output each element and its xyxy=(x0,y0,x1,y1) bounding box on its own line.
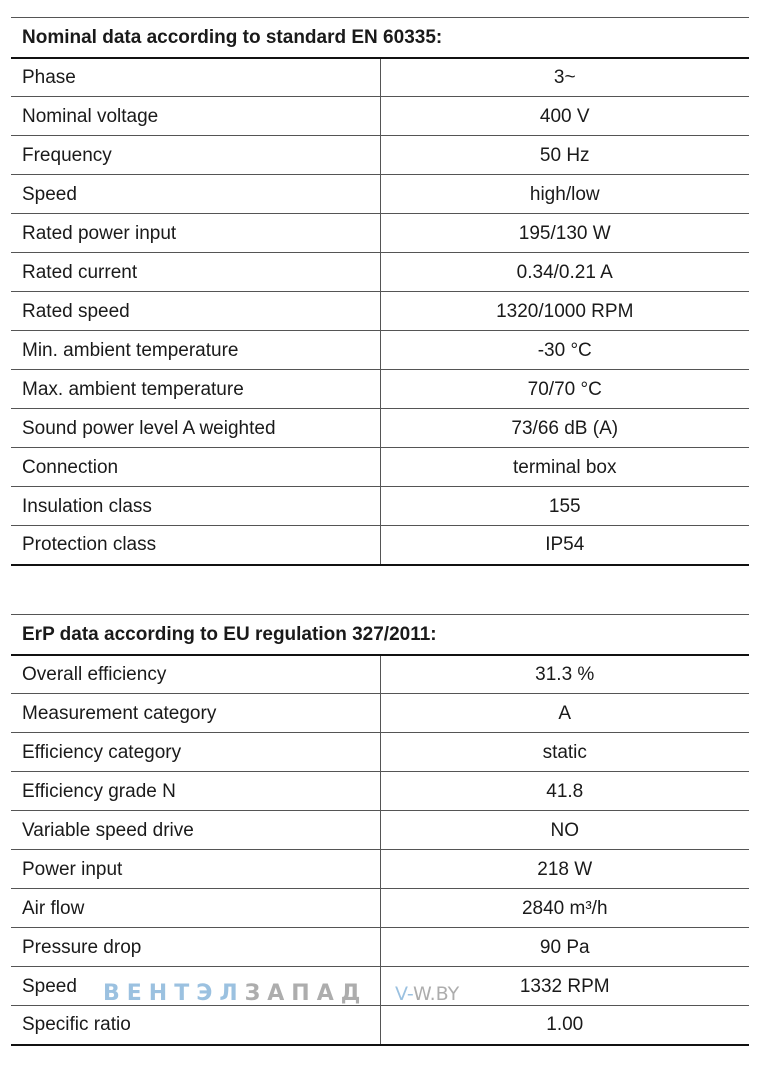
table-row: Efficiency grade N 41.8 xyxy=(11,771,749,811)
row-value: 400 V xyxy=(380,96,749,136)
row-value: 1.00 xyxy=(380,1005,749,1046)
erp-data-table: ErP data according to EU regulation 327/… xyxy=(11,614,749,1046)
table-row: Speed high/low xyxy=(11,174,749,214)
table-row: Speed 1332 RPM xyxy=(11,966,749,1006)
row-value: 195/130 W xyxy=(380,213,749,253)
table-row: Measurement category A xyxy=(11,693,749,733)
row-label: Variable speed drive xyxy=(11,810,381,850)
row-value: 2840 m³/h xyxy=(380,888,749,928)
row-label: Connection xyxy=(11,447,381,487)
table-row: Rated power input 195/130 W xyxy=(11,213,749,253)
row-value: -30 °C xyxy=(380,330,749,370)
row-label: Rated speed xyxy=(11,291,381,331)
row-value: 1332 RPM xyxy=(380,966,749,1006)
table-row: Frequency 50 Hz xyxy=(11,135,749,175)
table-row: Connection terminal box xyxy=(11,447,749,487)
row-value: 31.3 % xyxy=(380,654,749,694)
row-value: 90 Pa xyxy=(380,927,749,967)
row-value: 70/70 °C xyxy=(380,369,749,409)
row-label: Efficiency grade N xyxy=(11,771,381,811)
row-label: Overall efficiency xyxy=(11,654,381,694)
row-label: Protection class xyxy=(11,525,381,566)
row-value: 50 Hz xyxy=(380,135,749,175)
nominal-table-title: Nominal data according to standard EN 60… xyxy=(11,17,749,59)
row-label: Speed xyxy=(11,966,381,1006)
table-row: Rated current 0.34/0.21 A xyxy=(11,252,749,292)
row-value: 1320/1000 RPM xyxy=(380,291,749,331)
table-row: Specific ratio 1.00 xyxy=(11,1005,749,1046)
row-value: terminal box xyxy=(380,447,749,487)
row-value: 0.34/0.21 A xyxy=(380,252,749,292)
table-row: Min. ambient temperature -30 °C xyxy=(11,330,749,370)
row-label: Max. ambient temperature xyxy=(11,369,381,409)
row-label: Power input xyxy=(11,849,381,889)
table-row: Efficiency category static xyxy=(11,732,749,772)
table-row: Power input 218 W xyxy=(11,849,749,889)
row-label: Rated power input xyxy=(11,213,381,253)
table-row: Rated speed 1320/1000 RPM xyxy=(11,291,749,331)
row-value: 155 xyxy=(380,486,749,526)
table-row: Max. ambient temperature 70/70 °C xyxy=(11,369,749,409)
row-label: Speed xyxy=(11,174,381,214)
row-label: Measurement category xyxy=(11,693,381,733)
table-row: Pressure drop 90 Pa xyxy=(11,927,749,967)
table-row: Variable speed drive NO xyxy=(11,810,749,850)
row-label: Specific ratio xyxy=(11,1005,381,1046)
table-row: Overall efficiency 31.3 % xyxy=(11,654,749,694)
row-label: Phase xyxy=(11,57,381,97)
table-row: Sound power level A weighted 73/66 dB (A) xyxy=(11,408,749,448)
row-value: 3~ xyxy=(380,57,749,97)
erp-table-title: ErP data according to EU regulation 327/… xyxy=(11,614,749,656)
table-row: Air flow 2840 m³/h xyxy=(11,888,749,928)
row-value: IP54 xyxy=(380,525,749,566)
row-value: 218 W xyxy=(380,849,749,889)
table-row: Insulation class 155 xyxy=(11,486,749,526)
table-row: Protection class IP54 xyxy=(11,525,749,566)
row-label: Insulation class xyxy=(11,486,381,526)
table-row: Phase 3~ xyxy=(11,57,749,97)
row-label: Efficiency category xyxy=(11,732,381,772)
row-label: Pressure drop xyxy=(11,927,381,967)
row-label: Rated current xyxy=(11,252,381,292)
row-value: NO xyxy=(380,810,749,850)
row-label: Frequency xyxy=(11,135,381,175)
row-value: static xyxy=(380,732,749,772)
row-label: Sound power level A weighted xyxy=(11,408,381,448)
row-value: A xyxy=(380,693,749,733)
row-label: Min. ambient temperature xyxy=(11,330,381,370)
row-label: Nominal voltage xyxy=(11,96,381,136)
nominal-data-table: Nominal data according to standard EN 60… xyxy=(11,17,749,566)
erp-table-body: Overall efficiency 31.3 % Measurement cate… xyxy=(11,654,749,1046)
table-row: Nominal voltage 400 V xyxy=(11,96,749,136)
row-label: Air flow xyxy=(11,888,381,928)
row-value: high/low xyxy=(380,174,749,214)
row-value: 41.8 xyxy=(380,771,749,811)
nominal-table-body: Phase 3~ Nominal voltage 400 V Frequency 50 H… xyxy=(11,57,749,566)
row-value: 73/66 dB (A) xyxy=(380,408,749,448)
